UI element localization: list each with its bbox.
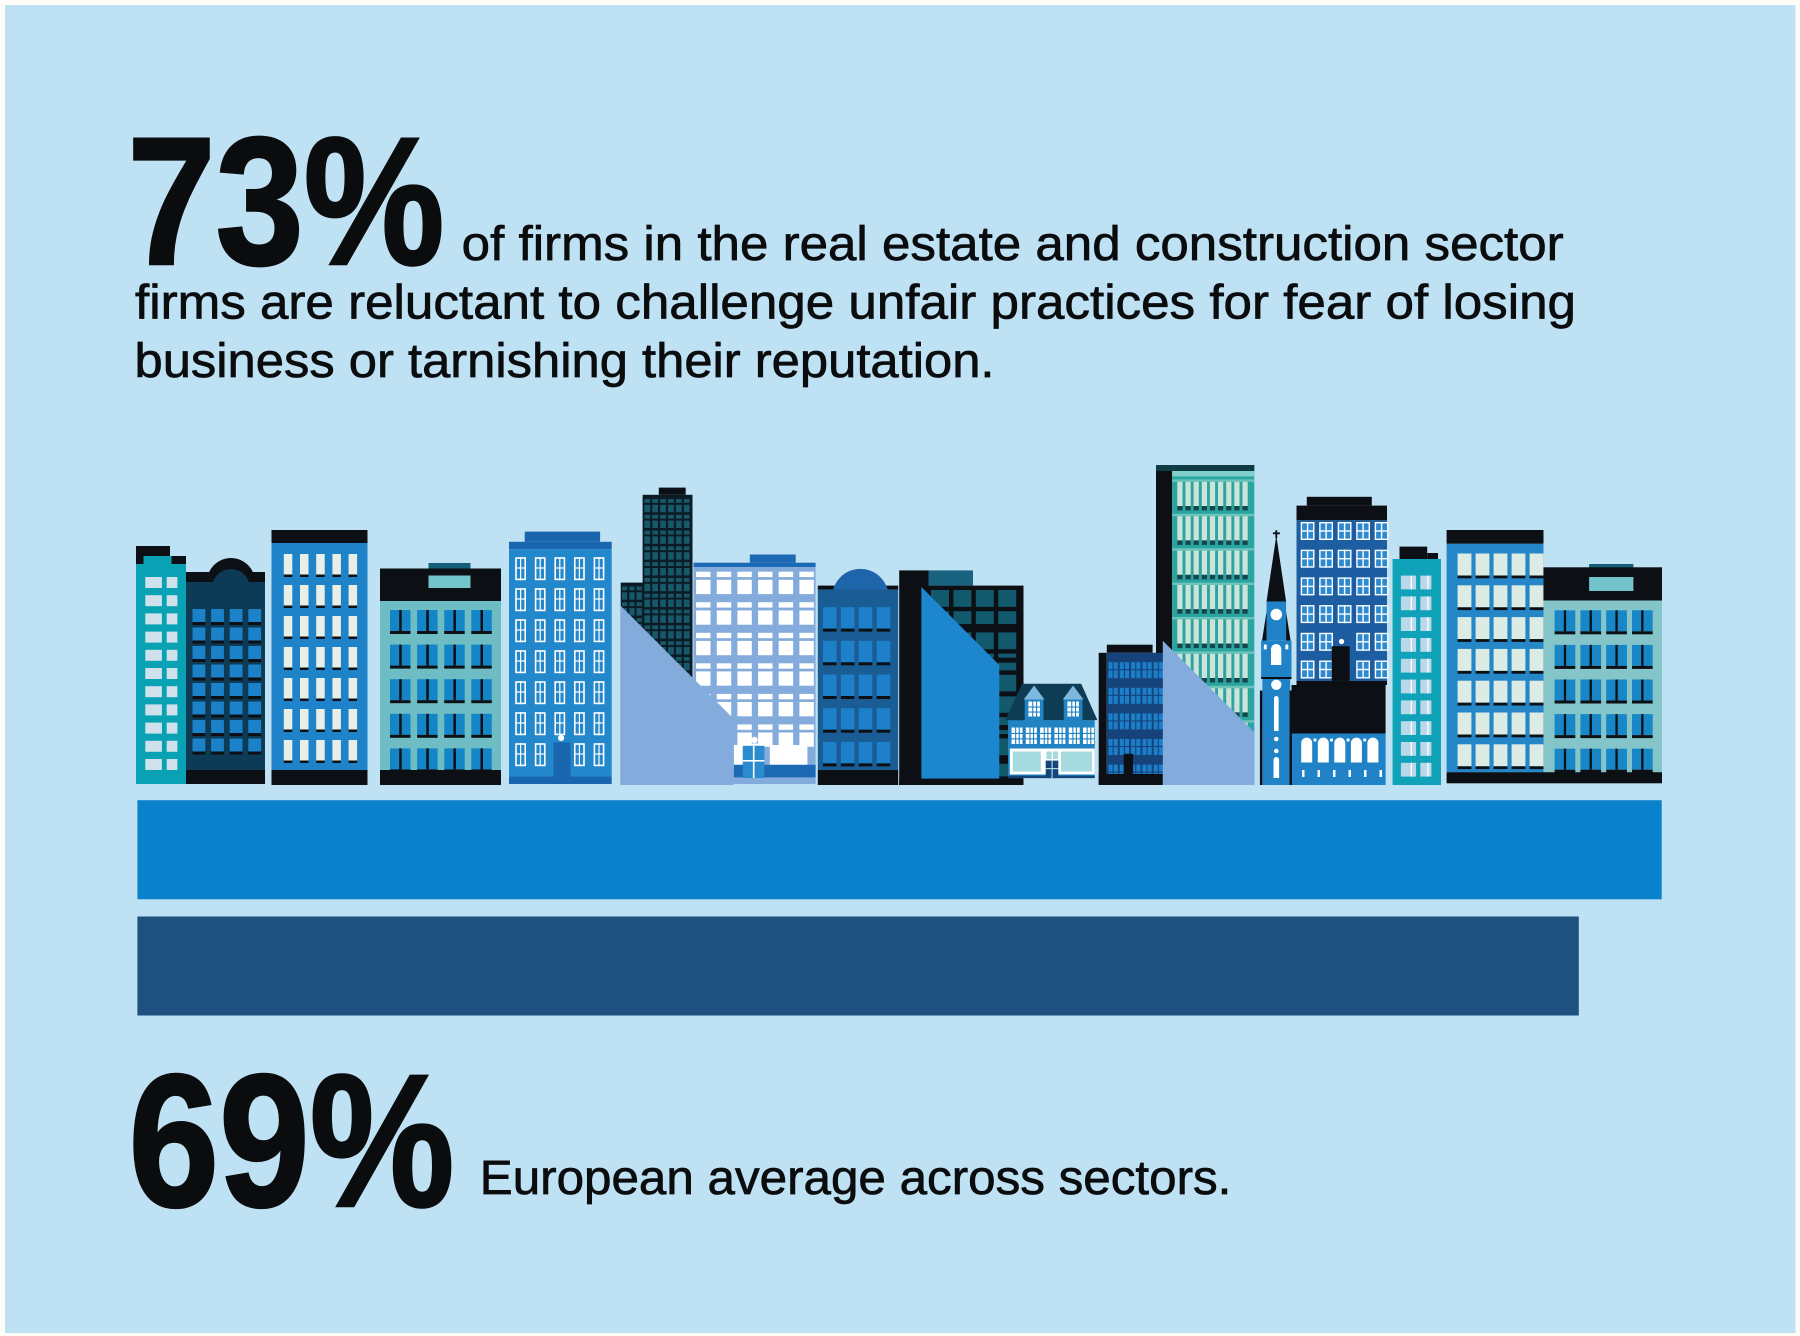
svg-text:73%: 73%: [128, 99, 445, 303]
svg-text:European average across sector: European average across sectors.: [480, 1152, 1232, 1205]
svg-text:of firms in the real estate an: of firms in the real estate and construc…: [462, 218, 1564, 271]
svg-text:firms are reluctant to challen: firms are reluctant to challenge unfair …: [135, 277, 1576, 330]
svg-text:69%: 69%: [129, 1036, 455, 1247]
svg-text:business or tarnishing their r: business or tarnishing their reputation.: [135, 335, 995, 388]
